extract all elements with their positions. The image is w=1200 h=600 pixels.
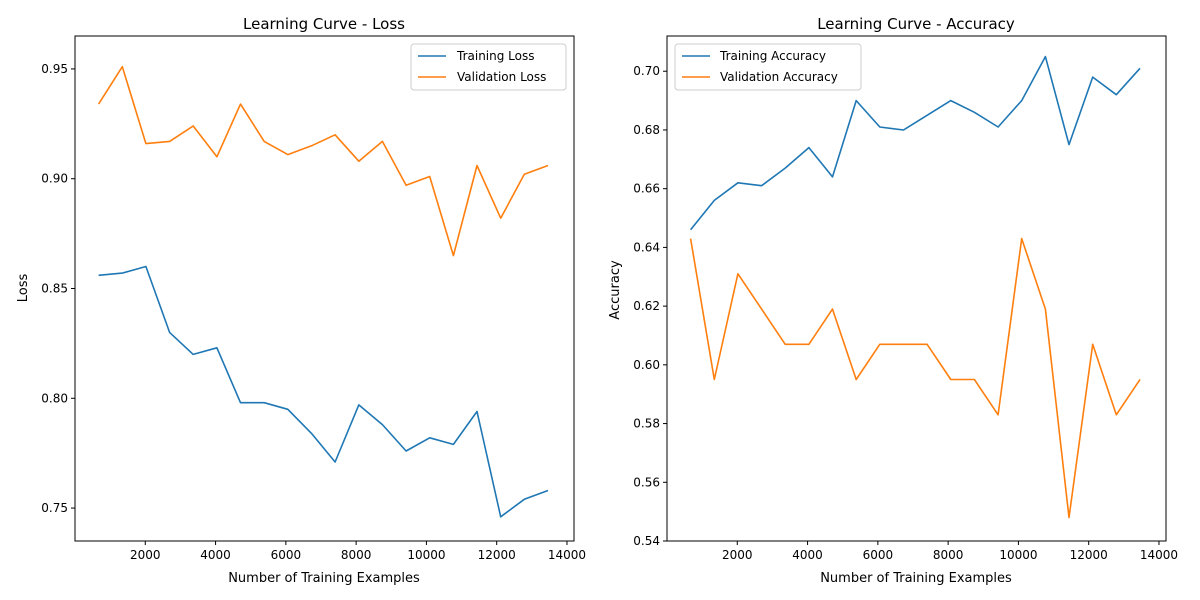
series-line-training-loss [98,265,549,518]
x-tick-label: 6000 [863,548,894,562]
accuracy-plot-frame [666,35,1167,542]
loss-chart-panel: Learning Curve - Loss 2000 4000 6000 8000 10… [16,15,586,586]
loss-plot-area: 2000 4000 6000 8000 10000 12000 14000 0.75 0.80 0… [41,62,586,562]
x-tick-label: 8000 [341,548,372,562]
loss-legend: Training Loss Validation Loss [410,43,567,91]
legend-label-training-loss: Training Loss [456,49,534,63]
series-line-training-accuracy [689,55,1141,231]
accuracy-legend: Training Accuracy Validation Accuracy [674,43,862,91]
y-tick-label: 0.66 [633,182,660,196]
x-tick-label: 10000 [999,548,1037,562]
y-tick-label: 0.70 [633,64,660,78]
y-tick-label: 0.58 [633,417,660,431]
y-tick-label: 0.64 [633,240,660,254]
legend-label-training-accuracy: Training Accuracy [719,49,826,63]
x-tick-label: 2000 [130,548,161,562]
y-tick-label: 0.75 [41,501,68,515]
loss-x-axis-label: Number of Training Examples [228,571,420,586]
x-tick-label: 14000 [1140,548,1178,562]
x-tick-label: 12000 [478,548,516,562]
y-tick-label: 0.60 [633,358,660,372]
y-tick-label: 0.90 [41,172,68,186]
y-tick-label: 0.56 [633,475,660,489]
y-tick-label: 0.62 [633,299,660,313]
accuracy-chart-panel: Learning Curve - Accuracy 2000 4000 6000 80… [608,15,1178,586]
x-tick-label: 4000 [200,548,231,562]
x-tick-label: 14000 [548,548,586,562]
accuracy-x-axis-label: Number of Training Examples [820,571,1012,586]
accuracy-legend-box [674,43,862,91]
y-tick-label: 0.80 [41,391,68,405]
x-tick-label: 4000 [792,548,823,562]
loss-legend-box [410,43,567,91]
legend-label-validation-loss: Validation Loss [457,70,546,84]
loss-y-axis-label: Loss [16,274,31,303]
accuracy-y-axis-label: Accuracy [608,260,623,320]
x-tick-label: 6000 [271,548,302,562]
x-tick-label: 10000 [407,548,445,562]
series-line-validation-accuracy [689,237,1141,519]
x-tick-label: 12000 [1070,548,1108,562]
y-tick-label: 0.68 [633,123,660,137]
x-tick-label: 8000 [933,548,964,562]
y-tick-label: 0.54 [633,534,660,548]
x-tick-label: 2000 [722,548,753,562]
y-tick-label: 0.95 [41,62,68,76]
legend-label-validation-accuracy: Validation Accuracy [720,70,838,84]
series-line-validation-loss [97,65,549,257]
y-tick-label: 0.85 [41,282,68,296]
accuracy-chart-title: Learning Curve - Accuracy [817,15,1015,33]
accuracy-plot-area: 2000 4000 6000 8000 10000 12000 14000 0.54 0.56 0… [633,55,1178,562]
loss-chart-title: Learning Curve - Loss [243,15,405,33]
